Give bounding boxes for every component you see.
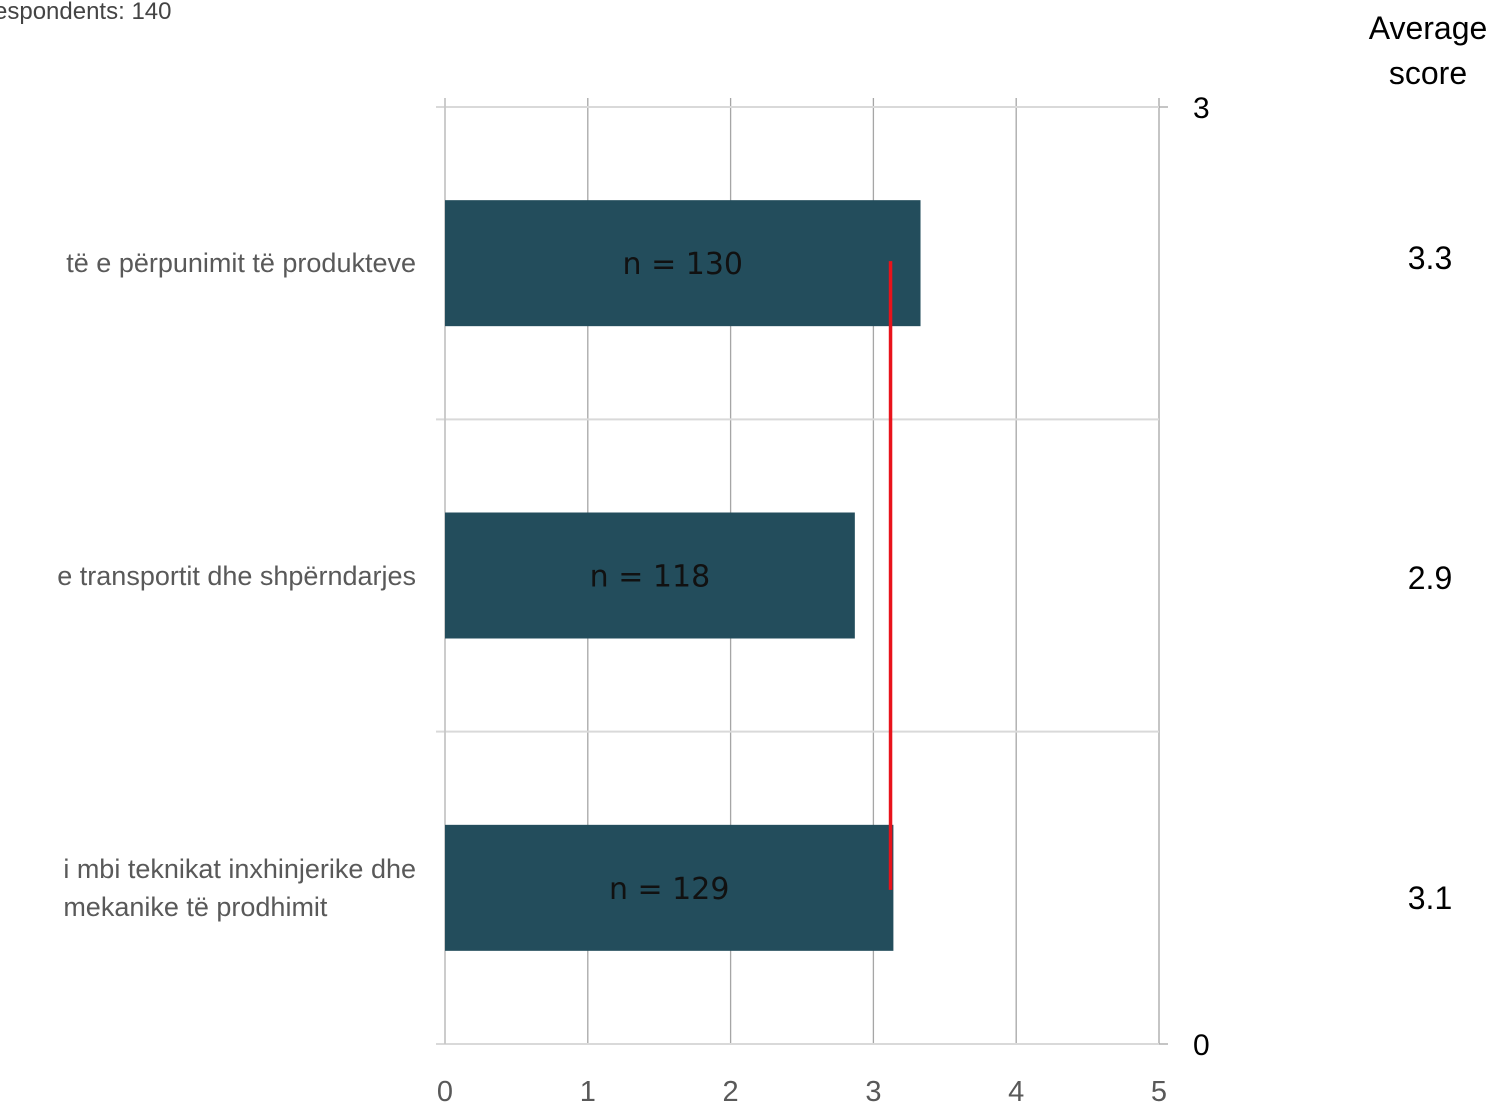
x-tick-label: 4 — [1008, 1076, 1024, 1108]
bar-data-label: n = 130 — [623, 247, 743, 282]
x-tick-label: 1 — [580, 1076, 596, 1108]
x-tick-label: 0 — [437, 1076, 453, 1108]
category-label-line: mekanike të prodhimit — [63, 891, 328, 922]
x-tick-label: 5 — [1151, 1076, 1167, 1108]
bar — [445, 200, 921, 327]
bar-data-label: n = 118 — [590, 560, 710, 595]
secondary-y-tick-label: 3 — [1193, 92, 1210, 125]
average-header-line2: score — [1388, 55, 1468, 91]
bar — [445, 824, 894, 951]
secondary-y-tick-label: 0 — [1193, 1029, 1210, 1062]
respondents-count: espondents: 140 — [0, 0, 172, 25]
average-score-value: 2.9 — [1407, 560, 1453, 596]
bar-data-label: n = 129 — [609, 872, 729, 907]
x-tick-label: 3 — [865, 1076, 881, 1108]
category-label: të e përpunimit të produkteve — [66, 244, 416, 282]
x-tick-label: 2 — [723, 1076, 739, 1108]
average-score-value: 3.1 — [1407, 880, 1453, 916]
category-label-line: i mbi teknikat inxhinjerike dhe — [63, 853, 416, 884]
category-label-line: të e përpunimit të produkteve — [66, 248, 416, 279]
average-score-value: 3.3 — [1407, 240, 1453, 276]
category-label: e transportit dhe shpërndarjes — [57, 557, 416, 595]
average-score-header: Average score — [1352, 6, 1504, 96]
category-label: i mbi teknikat inxhinjerike dhe mekanike … — [63, 850, 416, 926]
average-header-line1: Average — [1368, 10, 1488, 46]
bar — [445, 512, 855, 639]
category-label-line: e transportit dhe shpërndarjes — [57, 560, 416, 591]
